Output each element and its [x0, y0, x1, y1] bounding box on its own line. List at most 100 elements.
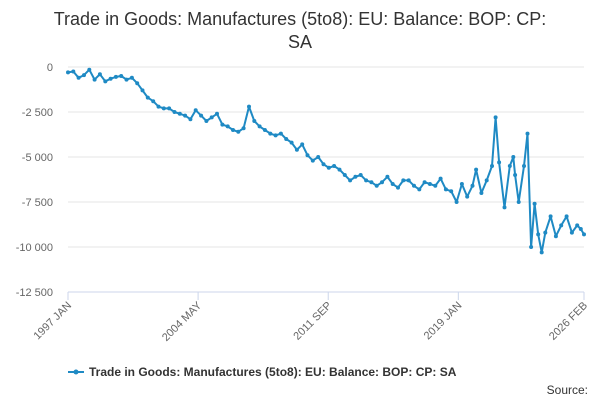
- data-point[interactable]: [459, 182, 464, 186]
- data-point[interactable]: [156, 104, 161, 109]
- data-point[interactable]: [511, 155, 516, 159]
- data-point[interactable]: [300, 142, 305, 147]
- data-point[interactable]: [559, 223, 564, 228]
- data-point[interactable]: [380, 180, 384, 185]
- data-point[interactable]: [536, 232, 541, 237]
- data-point[interactable]: [342, 173, 347, 177]
- data-point[interactable]: [348, 178, 353, 183]
- data-point[interactable]: [470, 183, 475, 188]
- data-point[interactable]: [507, 164, 512, 168]
- data-point[interactable]: [543, 230, 548, 235]
- data-point[interactable]: [140, 88, 145, 93]
- data-point[interactable]: [449, 189, 454, 194]
- data-point[interactable]: [183, 113, 188, 118]
- data-point[interactable]: [427, 182, 432, 186]
- data-point[interactable]: [321, 162, 326, 167]
- data-point[interactable]: [252, 119, 257, 123]
- data-point[interactable]: [513, 173, 518, 177]
- data-point[interactable]: [188, 117, 193, 122]
- data-point[interactable]: [493, 115, 498, 120]
- data-point[interactable]: [225, 124, 230, 129]
- data-point[interactable]: [582, 232, 586, 237]
- data-point[interactable]: [71, 69, 76, 74]
- data-point[interactable]: [374, 183, 379, 188]
- data-point[interactable]: [422, 180, 427, 185]
- data-point[interactable]: [401, 178, 406, 183]
- data-point[interactable]: [553, 234, 558, 239]
- data-point[interactable]: [108, 76, 113, 81]
- data-point[interactable]: [193, 108, 198, 113]
- data-point[interactable]: [268, 131, 273, 136]
- data-point[interactable]: [113, 74, 118, 79]
- series-line[interactable]: [67, 68, 585, 254]
- data-point[interactable]: [490, 164, 494, 168]
- data-point[interactable]: [385, 174, 390, 179]
- data-point[interactable]: [369, 180, 374, 185]
- data-point[interactable]: [525, 131, 530, 136]
- data-point[interactable]: [433, 183, 438, 188]
- data-point[interactable]: [337, 167, 342, 172]
- data-point[interactable]: [151, 99, 156, 104]
- data-point[interactable]: [215, 111, 219, 116]
- data-point[interactable]: [284, 137, 289, 141]
- data-point[interactable]: [497, 160, 502, 165]
- data-point[interactable]: [278, 131, 283, 136]
- data-point[interactable]: [273, 133, 278, 138]
- data-point[interactable]: [103, 79, 108, 84]
- data-point[interactable]: [443, 187, 448, 192]
- data-point[interactable]: [326, 165, 331, 170]
- data-point[interactable]: [294, 147, 299, 152]
- data-point[interactable]: [177, 111, 182, 116]
- data-point[interactable]: [502, 205, 507, 210]
- data-point[interactable]: [289, 140, 294, 145]
- data-point[interactable]: [522, 164, 526, 168]
- data-point[interactable]: [569, 230, 574, 235]
- data-point[interactable]: [474, 167, 479, 172]
- data-point[interactable]: [417, 187, 422, 192]
- data-point[interactable]: [479, 191, 484, 195]
- data-point[interactable]: [390, 182, 395, 186]
- data-point[interactable]: [532, 201, 537, 206]
- data-point[interactable]: [231, 128, 235, 132]
- data-point[interactable]: [465, 194, 470, 199]
- data-point[interactable]: [76, 75, 81, 80]
- data-point[interactable]: [310, 158, 315, 163]
- data-point[interactable]: [358, 173, 363, 177]
- data-point[interactable]: [209, 115, 214, 120]
- data-point[interactable]: [262, 128, 267, 132]
- data-point[interactable]: [220, 122, 225, 127]
- data-point[interactable]: [406, 178, 411, 183]
- data-point[interactable]: [172, 110, 177, 114]
- data-point[interactable]: [412, 183, 416, 188]
- data-point[interactable]: [364, 178, 369, 183]
- data-point[interactable]: [396, 185, 400, 190]
- data-point[interactable]: [92, 77, 97, 82]
- data-point[interactable]: [241, 126, 246, 131]
- data-point[interactable]: [548, 214, 553, 219]
- data-point[interactable]: [236, 129, 241, 134]
- data-point[interactable]: [66, 70, 70, 75]
- legend-label[interactable]: Trade in Goods: Manufactures (5to8): EU:…: [89, 365, 457, 379]
- data-point[interactable]: [438, 176, 443, 181]
- data-point[interactable]: [119, 74, 124, 78]
- data-point[interactable]: [564, 214, 569, 219]
- legend[interactable]: Trade in Goods: Manufactures (5to8): EU:…: [68, 365, 457, 379]
- data-point[interactable]: [97, 72, 102, 77]
- data-point[interactable]: [87, 67, 92, 72]
- data-point[interactable]: [575, 223, 580, 228]
- data-point[interactable]: [539, 250, 544, 255]
- data-point[interactable]: [516, 200, 521, 204]
- data-point[interactable]: [124, 77, 129, 82]
- data-point[interactable]: [257, 124, 262, 129]
- data-point[interactable]: [82, 73, 86, 78]
- data-point[interactable]: [129, 75, 134, 80]
- data-point[interactable]: [247, 104, 251, 109]
- data-point[interactable]: [578, 227, 583, 231]
- data-point[interactable]: [305, 153, 310, 158]
- data-point[interactable]: [454, 200, 459, 204]
- data-point[interactable]: [204, 119, 209, 123]
- data-point[interactable]: [161, 106, 166, 111]
- data-point[interactable]: [316, 155, 321, 159]
- data-point[interactable]: [167, 106, 172, 111]
- data-point[interactable]: [135, 81, 140, 86]
